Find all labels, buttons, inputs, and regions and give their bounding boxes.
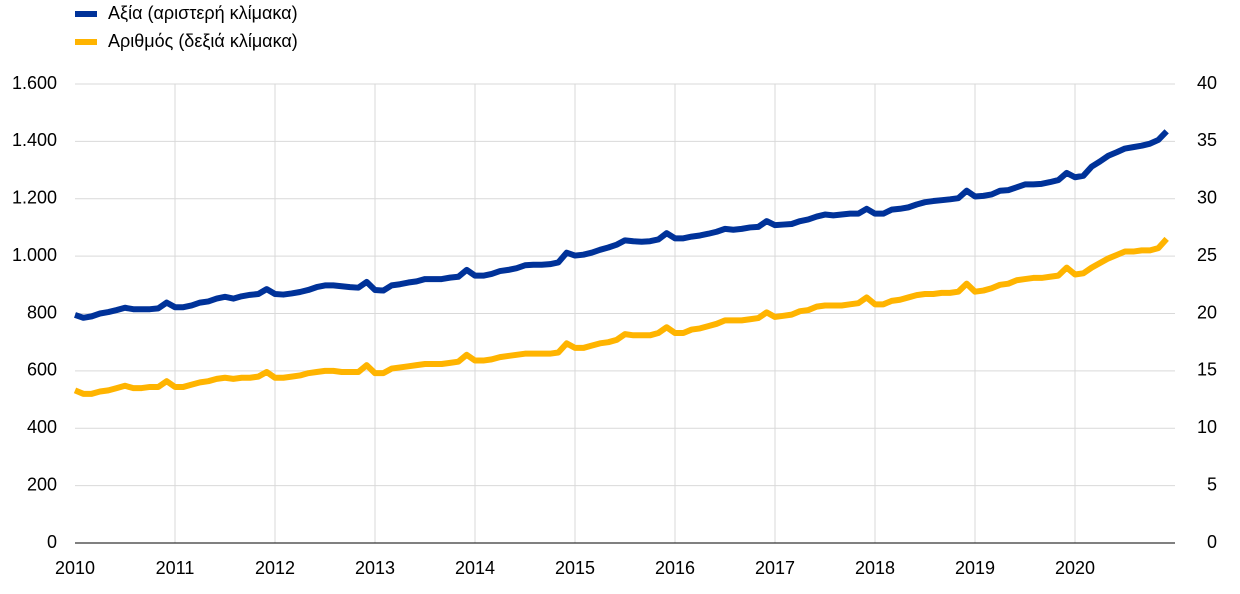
x-tick-label: 2012 — [255, 558, 295, 578]
series-line — [74, 129, 1169, 321]
y2-tick-label: 35 — [1197, 130, 1217, 150]
y2-tick-label: 10 — [1197, 417, 1217, 437]
x-tick-label: 2013 — [355, 558, 395, 578]
y-tick-label: 1.200 — [12, 188, 57, 208]
x-tick-label: 2014 — [455, 558, 495, 578]
y2-tick-label: 30 — [1197, 188, 1217, 208]
x-tick-label: 2011 — [156, 558, 195, 578]
y2-tick-label: 25 — [1197, 245, 1217, 265]
y2-tick-label: 40 — [1197, 73, 1217, 93]
y-tick-label: 1.000 — [12, 245, 57, 265]
x-tick-label: 2020 — [1055, 558, 1095, 578]
y2-tick-label: 0 — [1207, 532, 1217, 552]
series-line — [73, 236, 1169, 397]
y-tick-label: 400 — [27, 417, 57, 437]
x-tick-label: 2017 — [755, 558, 795, 578]
y2-tick-label: 15 — [1197, 360, 1217, 380]
y-tick-label: 1.400 — [12, 130, 57, 150]
y2-tick-label: 5 — [1207, 474, 1217, 494]
x-tick-label: 2015 — [555, 558, 595, 578]
y-tick-label: 200 — [27, 474, 57, 494]
y-tick-label: 0 — [47, 532, 57, 552]
x-tick-label: 2010 — [55, 558, 95, 578]
y2-tick-label: 20 — [1197, 302, 1217, 322]
legend-label: Αξία (αριστερή κλίμακα) — [108, 3, 298, 23]
y-tick-label: 1.600 — [12, 73, 57, 93]
x-tick-label: 2018 — [855, 558, 895, 578]
x-tick-label: 2019 — [955, 558, 995, 578]
y-tick-label: 600 — [27, 360, 57, 380]
y-tick-label: 800 — [27, 302, 57, 322]
legend-label: Αριθμός (δεξιά κλίμακα) — [108, 31, 298, 51]
x-tick-label: 2016 — [655, 558, 695, 578]
